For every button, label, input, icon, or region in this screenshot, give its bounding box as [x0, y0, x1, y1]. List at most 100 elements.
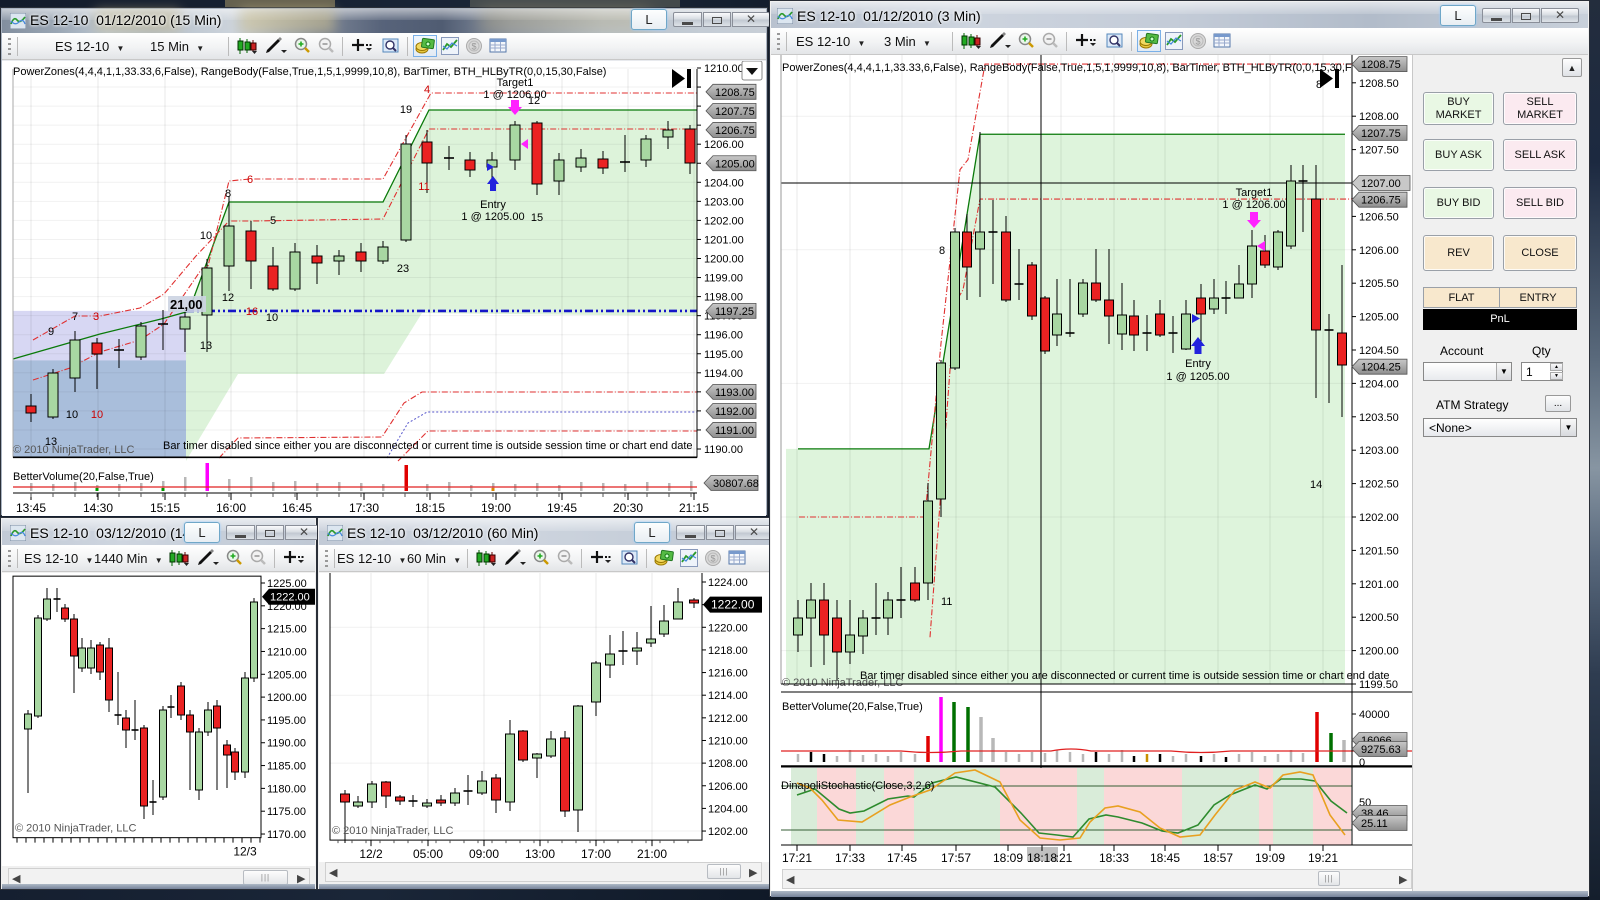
svg-text:1210.00: 1210.00 [708, 735, 748, 747]
svg-text:© 2010 NinjaTrader, LLC: © 2010 NinjaTrader, LLC [782, 677, 903, 689]
svg-text:1 @ 1206.00: 1 @ 1206.00 [483, 89, 546, 101]
svg-text:6: 6 [247, 174, 253, 186]
svg-text:1205.00: 1205.00 [267, 669, 307, 681]
svg-text:1210.00: 1210.00 [704, 63, 744, 75]
svg-text:1206.00: 1206.00 [704, 139, 744, 151]
svg-text:18:18: 18:18 [1027, 851, 1057, 865]
svg-text:1191.00: 1191.00 [715, 425, 754, 437]
svg-text:30807.68: 30807.68 [713, 478, 759, 490]
svg-text:17:45: 17:45 [887, 851, 917, 865]
svg-text:12: 12 [222, 292, 234, 304]
svg-text:10: 10 [91, 409, 103, 421]
svg-text:1210.00: 1210.00 [267, 646, 307, 658]
svg-text:1204.00: 1204.00 [704, 177, 744, 189]
svg-text:Target1: Target1 [497, 77, 534, 89]
svg-text:09:00: 09:00 [469, 847, 499, 861]
svg-text:PowerZones(4,4,4,1,1,33.33,6,F: PowerZones(4,4,4,1,1,33.33,6,False), Ran… [782, 62, 1352, 74]
svg-text:11: 11 [941, 596, 952, 608]
svg-text:1222.00: 1222.00 [270, 592, 310, 604]
svg-text:1205.00: 1205.00 [715, 158, 755, 170]
svg-text:40000: 40000 [1359, 709, 1390, 721]
svg-text:© 2010 NinjaTrader, LLC: © 2010 NinjaTrader, LLC [13, 444, 134, 456]
svg-text:1204.00: 1204.00 [1359, 378, 1399, 390]
svg-text:9: 9 [48, 326, 54, 338]
svg-text:1202.00: 1202.00 [704, 215, 744, 227]
svg-text:18:09: 18:09 [993, 851, 1023, 865]
svg-text:12/3: 12/3 [233, 845, 257, 859]
svg-text:21:00: 21:00 [637, 847, 667, 861]
svg-text:17:57: 17:57 [941, 851, 971, 865]
svg-text:13:00: 13:00 [525, 847, 555, 861]
svg-text:1224.00: 1224.00 [708, 577, 748, 589]
svg-text:1200.50: 1200.50 [1359, 612, 1399, 624]
svg-text:5: 5 [270, 215, 276, 227]
svg-text::21: :21 [1056, 851, 1073, 865]
svg-text:14: 14 [1310, 479, 1322, 491]
svg-text:1220.00: 1220.00 [708, 622, 748, 634]
svg-text:18:15: 18:15 [415, 501, 445, 515]
svg-text:10: 10 [200, 230, 212, 242]
svg-text:$: $ [710, 554, 715, 564]
svg-text:1207.75: 1207.75 [1361, 128, 1401, 140]
svg-text:© 2010 NinjaTrader, LLC: © 2010 NinjaTrader, LLC [332, 825, 453, 837]
svg-text:1180.00: 1180.00 [267, 783, 306, 795]
svg-text:05:00: 05:00 [413, 847, 443, 861]
svg-text:1204.25: 1204.25 [1361, 362, 1401, 374]
svg-text:1208.00: 1208.00 [708, 758, 748, 770]
svg-text:13: 13 [45, 436, 57, 448]
svg-text:1207.75: 1207.75 [715, 106, 755, 118]
svg-text:1208.00: 1208.00 [1359, 111, 1399, 123]
svg-text:1207.50: 1207.50 [1359, 145, 1399, 157]
svg-text:1206.75: 1206.75 [715, 125, 755, 137]
svg-text:9275.63: 9275.63 [1361, 744, 1401, 756]
svg-text:8: 8 [1316, 79, 1322, 91]
svg-text:1207.00: 1207.00 [1361, 178, 1401, 190]
svg-text:1203.00: 1203.00 [1359, 445, 1399, 457]
svg-text:DinapoliStochastic(Close,3,2,6: DinapoliStochastic(Close,3,2,6) [781, 780, 934, 792]
svg-text:7: 7 [72, 311, 78, 323]
svg-text:1 @ 1205.00: 1 @ 1205.00 [1166, 371, 1229, 383]
svg-text:8: 8 [225, 188, 231, 200]
svg-text:1218.00: 1218.00 [708, 645, 748, 657]
svg-text:1201.00: 1201.00 [704, 234, 744, 246]
svg-text:18:33: 18:33 [1099, 851, 1129, 865]
svg-text:17:30: 17:30 [349, 501, 379, 515]
svg-text:1202.00: 1202.00 [1359, 512, 1399, 524]
svg-text:1208.50: 1208.50 [1359, 78, 1399, 90]
svg-text:19: 19 [400, 104, 412, 116]
svg-text:16:45: 16:45 [282, 501, 312, 515]
svg-text:1201.00: 1201.00 [1359, 579, 1399, 591]
svg-text:1170.00: 1170.00 [267, 829, 306, 841]
svg-text:19:09: 19:09 [1255, 851, 1285, 865]
svg-text:1175.00: 1175.00 [267, 806, 306, 818]
svg-text:1225.00: 1225.00 [267, 578, 307, 590]
svg-text:16: 16 [246, 306, 258, 318]
svg-text:16:00: 16:00 [216, 501, 246, 515]
svg-text:1185.00: 1185.00 [267, 761, 306, 773]
svg-text:1208.75: 1208.75 [1361, 59, 1401, 71]
svg-text:1190.00: 1190.00 [704, 444, 743, 456]
svg-text:1206.50: 1206.50 [1359, 211, 1399, 223]
svg-text:1216.00: 1216.00 [708, 668, 748, 680]
svg-text:14:30: 14:30 [83, 501, 113, 515]
svg-text:1192.00: 1192.00 [715, 406, 754, 418]
svg-text:1198.00: 1198.00 [704, 292, 743, 304]
svg-text:3: 3 [93, 311, 99, 323]
svg-text:BetterVolume(20,False,True): BetterVolume(20,False,True) [13, 471, 154, 483]
svg-text:19:21: 19:21 [1308, 851, 1338, 865]
svg-text:1197.25: 1197.25 [715, 306, 754, 318]
svg-text:1205.50: 1205.50 [1359, 278, 1399, 290]
svg-text:0: 0 [1359, 757, 1365, 769]
svg-text:1215.00: 1215.00 [267, 624, 307, 636]
svg-text:8: 8 [939, 245, 945, 257]
svg-text:4: 4 [424, 84, 430, 96]
svg-text:12: 12 [528, 95, 540, 107]
svg-text:11: 11 [418, 181, 429, 193]
svg-text:25.11: 25.11 [1361, 818, 1388, 830]
svg-text:1200.00: 1200.00 [267, 692, 307, 704]
svg-text:Entry: Entry [480, 199, 506, 211]
svg-text:15: 15 [531, 212, 543, 224]
svg-text:1204.00: 1204.00 [708, 803, 748, 815]
svg-text:18:57: 18:57 [1203, 851, 1233, 865]
svg-text:1208.75: 1208.75 [715, 87, 755, 99]
